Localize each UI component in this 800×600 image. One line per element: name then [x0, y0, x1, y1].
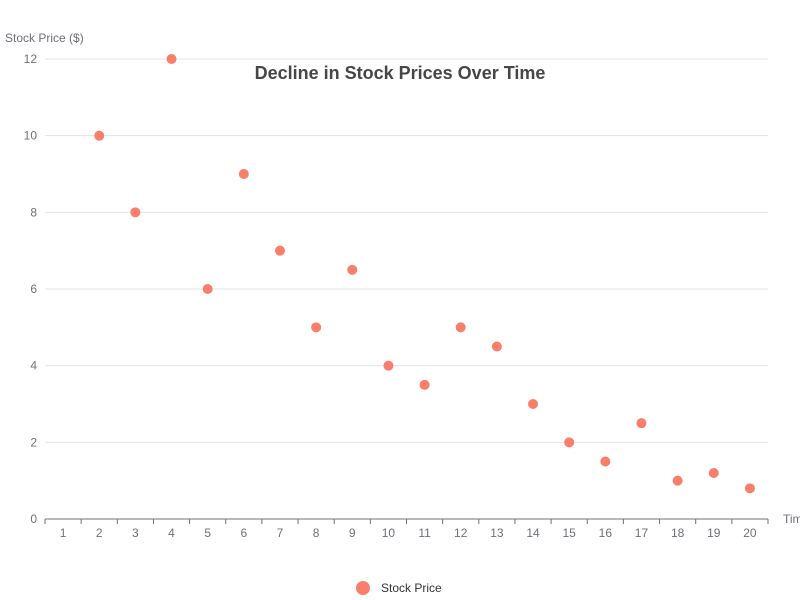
y-tick-labels: 0 2 4 6 8 10 12	[24, 52, 38, 526]
data-point[interactable]	[166, 54, 177, 64]
y-tick-label: 2	[30, 435, 37, 449]
data-point[interactable]	[744, 483, 755, 494]
data-point[interactable]	[491, 341, 502, 352]
data-point[interactable]	[202, 284, 213, 294]
y-tick-label: 6	[30, 282, 37, 296]
data-point[interactable]	[311, 322, 322, 333]
data-point[interactable]	[564, 437, 575, 448]
data-point[interactable]	[94, 130, 105, 141]
x-axis-label: Time	[783, 512, 800, 526]
legend[interactable]: Stock Price	[356, 581, 442, 595]
data-point[interactable]	[708, 468, 719, 478]
data-point[interactable]	[347, 264, 358, 275]
data-point[interactable]	[455, 322, 466, 333]
x-tick-label: 9	[349, 526, 356, 540]
x-tick-label: 2	[96, 526, 103, 540]
x-tick-label: 12	[454, 526, 468, 540]
data-point[interactable]	[238, 169, 249, 179]
data-point[interactable]	[419, 379, 430, 390]
y-tick-label: 10	[24, 129, 38, 143]
x-tick-labels: 1 2 3 4 5 6 7 8 9 10 11 12 13 14 15 16 17 18 19 20	[44, 519, 769, 540]
data-point[interactable]	[528, 399, 539, 409]
data-point[interactable]	[130, 207, 141, 218]
data-point[interactable]	[600, 456, 611, 467]
x-tick-label: 4	[168, 526, 175, 540]
x-tick-label: 11	[418, 526, 431, 540]
x-tick-label: 19	[707, 526, 721, 540]
data-point[interactable]	[636, 418, 647, 429]
x-tick-label: 1	[60, 526, 67, 540]
x-tick-label: 18	[671, 526, 685, 540]
x-tick-label: 15	[562, 526, 576, 540]
x-tick-label: 14	[526, 526, 540, 540]
data-point[interactable]	[274, 245, 285, 256]
y-tick-label: 8	[30, 205, 37, 219]
x-tick-label: 13	[490, 526, 504, 540]
x-tick-label: 10	[382, 526, 396, 540]
grid-lines	[45, 58, 768, 443]
x-tick-label: 3	[132, 526, 139, 540]
y-tick-label: 4	[30, 359, 37, 373]
x-tick-label: 20	[743, 526, 757, 540]
data-point[interactable]	[672, 475, 683, 486]
data-point[interactable]	[383, 360, 394, 371]
y-tick-label: 12	[24, 52, 38, 66]
y-axis-label: Stock Price ($)	[5, 31, 84, 45]
x-tick-label: 17	[635, 526, 649, 540]
x-tick-label: 5	[204, 526, 211, 540]
y-tick-label: 0	[30, 512, 37, 526]
legend-marker[interactable]	[356, 581, 370, 595]
x-tick-label: 7	[277, 526, 284, 540]
legend-label[interactable]: Stock Price	[381, 581, 442, 595]
data-points	[94, 54, 755, 494]
chart-title: Decline in Stock Prices Over Time	[255, 63, 546, 83]
x-tick-label: 8	[313, 526, 320, 540]
x-tick-label: 6	[240, 526, 247, 540]
x-tick-label: 16	[599, 526, 613, 540]
